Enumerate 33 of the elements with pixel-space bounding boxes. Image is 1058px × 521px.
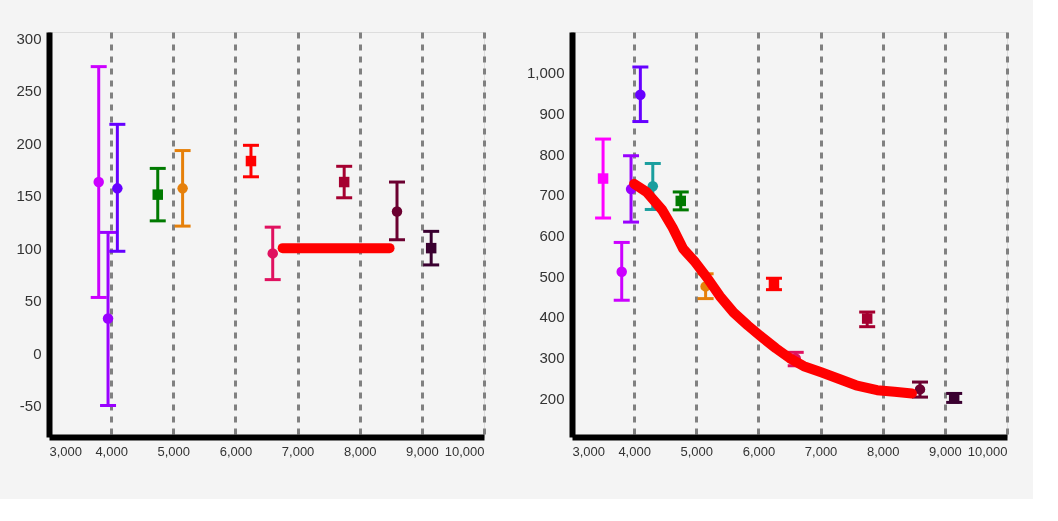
y-tick-label: 0 — [33, 344, 42, 362]
y-tick-label: 300 — [539, 349, 565, 367]
y-tick-label: 900 — [539, 104, 565, 122]
x-tick-label: 8,000 — [866, 443, 900, 459]
x-tick-label: 6,000 — [219, 443, 253, 459]
y-tick-label: -50 — [19, 397, 42, 415]
x-tick-label: 3,000 — [49, 443, 83, 459]
y-tick-label: 600 — [539, 227, 565, 245]
y-tick-label: 500 — [539, 267, 565, 285]
x-tick-label: 9,000 — [406, 443, 439, 459]
x-tick-label: 7,000 — [281, 443, 315, 459]
x-tick-label: 7,000 — [804, 443, 838, 459]
y-tick-label: 700 — [539, 186, 565, 204]
y-tick-label: 50 — [24, 292, 42, 310]
y-tick-label: 250 — [16, 82, 42, 100]
x-tick-label: 10,000 — [444, 443, 485, 459]
x-tick-label: 5,000 — [680, 443, 714, 459]
y-tick-label: 200 — [16, 134, 42, 152]
y-tick-label: 1,000 — [526, 64, 565, 82]
x-tick-label: 10,000 — [967, 443, 1008, 459]
x-tick-label: 9,000 — [929, 443, 962, 459]
y-tick-label: 800 — [539, 145, 565, 163]
y-tick-label: 400 — [539, 308, 565, 326]
y-tick-label: 200 — [539, 389, 565, 407]
x-tick-label: 4,000 — [618, 443, 651, 459]
x-tick-label: 6,000 — [742, 443, 776, 459]
x-tick-label: 5,000 — [157, 443, 191, 459]
x-tick-label: 3,000 — [572, 443, 606, 459]
x-tick-label: 4,000 — [95, 443, 128, 459]
x-tick-label: 8,000 — [343, 443, 377, 459]
y-tick-label: 150 — [16, 187, 42, 205]
y-tick-label: 100 — [16, 239, 42, 257]
y-tick-label: 300 — [16, 29, 42, 47]
